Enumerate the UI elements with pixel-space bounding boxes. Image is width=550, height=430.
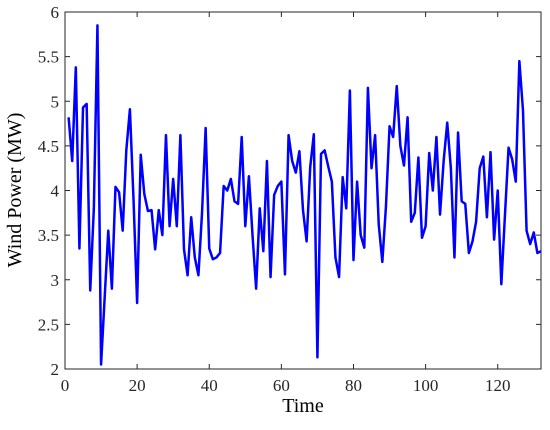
y-tick-label: 2.5 bbox=[38, 315, 59, 334]
x-tick-label: 40 bbox=[201, 376, 218, 395]
x-tick-label: 0 bbox=[61, 376, 70, 395]
x-tick-label: 120 bbox=[485, 376, 511, 395]
data-line bbox=[67, 24, 542, 366]
y-tick-label: 4.5 bbox=[38, 137, 59, 156]
y-tick-label: 2 bbox=[51, 360, 60, 379]
y-tick-label: 5.5 bbox=[38, 48, 59, 67]
y-tick-label: 6 bbox=[51, 3, 60, 22]
x-tick-label: 100 bbox=[413, 376, 439, 395]
plot-frame bbox=[64, 11, 542, 370]
y-tick-label: 5 bbox=[51, 92, 60, 111]
x-tick-label: 20 bbox=[129, 376, 146, 395]
x-tick-label: 80 bbox=[345, 376, 362, 395]
x-tick-label: 60 bbox=[273, 376, 290, 395]
y-axis-label: Wind Power (MW) bbox=[4, 113, 26, 268]
y-tick-label: 4 bbox=[51, 182, 60, 201]
y-tick-label: 3 bbox=[51, 271, 60, 290]
x-axis-label: Time bbox=[282, 395, 324, 417]
y-tick-label: 3.5 bbox=[38, 226, 59, 245]
